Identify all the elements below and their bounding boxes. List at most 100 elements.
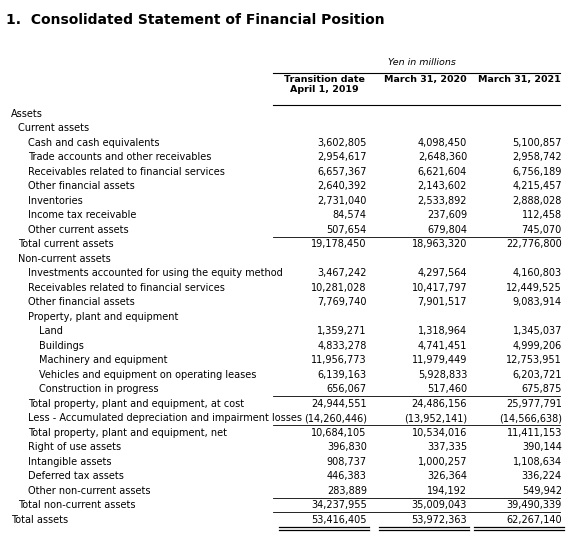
Text: 84,574: 84,574 [333, 210, 367, 220]
Text: 7,769,740: 7,769,740 [318, 298, 367, 307]
Text: Inventories: Inventories [28, 196, 83, 206]
Text: 34,237,955: 34,237,955 [311, 500, 367, 510]
Text: 11,411,153: 11,411,153 [506, 428, 562, 438]
Text: Right of use assets: Right of use assets [28, 443, 121, 452]
Text: 336,224: 336,224 [522, 471, 562, 481]
Text: 25,977,791: 25,977,791 [506, 399, 562, 409]
Text: (14,566,638): (14,566,638) [499, 413, 562, 423]
Text: 679,804: 679,804 [427, 225, 467, 235]
Text: 19,178,450: 19,178,450 [311, 239, 367, 250]
Text: 39,490,339: 39,490,339 [506, 500, 562, 510]
Text: 10,534,016: 10,534,016 [412, 428, 467, 438]
Text: (13,952,141): (13,952,141) [404, 413, 467, 423]
Text: Transition date
April 1, 2019: Transition date April 1, 2019 [284, 75, 365, 94]
Text: Vehicles and equipment on operating leases: Vehicles and equipment on operating leas… [39, 370, 257, 380]
Text: Investments accounted for using the equity method: Investments accounted for using the equi… [28, 268, 283, 278]
Text: 337,335: 337,335 [427, 443, 467, 452]
Text: 4,999,206: 4,999,206 [513, 341, 562, 351]
Text: Total current assets: Total current assets [18, 239, 113, 250]
Text: 53,416,405: 53,416,405 [311, 515, 367, 525]
Text: 18,963,320: 18,963,320 [412, 239, 467, 250]
Text: 283,889: 283,889 [327, 486, 367, 496]
Text: 2,731,040: 2,731,040 [318, 196, 367, 206]
Text: 2,958,742: 2,958,742 [512, 153, 562, 162]
Text: 745,070: 745,070 [522, 225, 562, 235]
Text: 10,684,105: 10,684,105 [311, 428, 367, 438]
Text: Receivables related to financial services: Receivables related to financial service… [28, 167, 225, 177]
Text: 6,756,189: 6,756,189 [513, 167, 562, 177]
Text: 5,928,833: 5,928,833 [418, 370, 467, 380]
Text: 4,741,451: 4,741,451 [418, 341, 467, 351]
Text: Construction in progress: Construction in progress [39, 384, 159, 395]
Text: 62,267,140: 62,267,140 [506, 515, 562, 525]
Text: 35,009,043: 35,009,043 [412, 500, 467, 510]
Text: 3,602,805: 3,602,805 [318, 138, 367, 148]
Text: 237,609: 237,609 [427, 210, 467, 220]
Text: (14,260,446): (14,260,446) [304, 413, 367, 423]
Text: 2,640,392: 2,640,392 [318, 181, 367, 191]
Text: 22,776,800: 22,776,800 [506, 239, 562, 250]
Text: 1,108,634: 1,108,634 [513, 457, 562, 467]
Text: 53,972,363: 53,972,363 [411, 515, 467, 525]
Text: 3,467,242: 3,467,242 [318, 268, 367, 278]
Text: 12,449,525: 12,449,525 [506, 283, 562, 293]
Text: 908,737: 908,737 [327, 457, 367, 467]
Text: Less - Accumulated depreciation and impairment losses: Less - Accumulated depreciation and impa… [28, 413, 302, 423]
Text: Receivables related to financial services: Receivables related to financial service… [28, 283, 225, 293]
Text: Current assets: Current assets [18, 123, 89, 133]
Text: 446,383: 446,383 [327, 471, 367, 481]
Text: 4,215,457: 4,215,457 [512, 181, 562, 191]
Text: 5,100,857: 5,100,857 [512, 138, 562, 148]
Text: Machinery and equipment: Machinery and equipment [39, 355, 167, 365]
Text: 7,901,517: 7,901,517 [418, 298, 467, 307]
Text: Total property, plant and equipment, net: Total property, plant and equipment, net [28, 428, 227, 438]
Text: Buildings: Buildings [39, 341, 84, 351]
Text: Income tax receivable: Income tax receivable [28, 210, 136, 220]
Text: 12,753,951: 12,753,951 [506, 355, 562, 365]
Text: Yen in millions: Yen in millions [388, 58, 456, 67]
Text: 390,144: 390,144 [522, 443, 562, 452]
Text: 2,533,892: 2,533,892 [418, 196, 467, 206]
Text: 112,458: 112,458 [522, 210, 562, 220]
Text: 6,139,163: 6,139,163 [318, 370, 367, 380]
Text: 2,143,602: 2,143,602 [418, 181, 467, 191]
Text: 194,192: 194,192 [427, 486, 467, 496]
Text: 6,621,604: 6,621,604 [418, 167, 467, 177]
Text: 11,956,773: 11,956,773 [311, 355, 367, 365]
Text: 10,281,028: 10,281,028 [311, 283, 367, 293]
Text: Total assets: Total assets [11, 515, 68, 525]
Text: Other current assets: Other current assets [28, 225, 129, 235]
Text: 326,364: 326,364 [427, 471, 467, 481]
Text: 675,875: 675,875 [521, 384, 562, 395]
Text: Non-current assets: Non-current assets [18, 254, 110, 264]
Text: 1,318,964: 1,318,964 [418, 326, 467, 336]
Text: 24,486,156: 24,486,156 [411, 399, 467, 409]
Text: 1,000,257: 1,000,257 [418, 457, 467, 467]
Text: Other financial assets: Other financial assets [28, 181, 135, 191]
Text: 10,417,797: 10,417,797 [411, 283, 467, 293]
Text: Intangible assets: Intangible assets [28, 457, 112, 467]
Text: Property, plant and equipment: Property, plant and equipment [28, 312, 178, 322]
Text: March 31, 2021: March 31, 2021 [479, 75, 561, 84]
Text: 11,979,449: 11,979,449 [412, 355, 467, 365]
Text: 549,942: 549,942 [522, 486, 562, 496]
Text: 6,203,721: 6,203,721 [512, 370, 562, 380]
Text: 517,460: 517,460 [427, 384, 467, 395]
Text: Assets: Assets [11, 109, 43, 119]
Text: 4,297,564: 4,297,564 [418, 268, 467, 278]
Text: Cash and cash equivalents: Cash and cash equivalents [28, 138, 159, 148]
Text: 656,067: 656,067 [327, 384, 367, 395]
Text: Land: Land [39, 326, 63, 336]
Text: 4,160,803: 4,160,803 [513, 268, 562, 278]
Text: 24,944,551: 24,944,551 [311, 399, 367, 409]
Text: 4,833,278: 4,833,278 [318, 341, 367, 351]
Text: Total non-current assets: Total non-current assets [18, 500, 135, 510]
Text: 2,648,360: 2,648,360 [418, 153, 467, 162]
Text: 2,954,617: 2,954,617 [318, 153, 367, 162]
Text: Other non-current assets: Other non-current assets [28, 486, 150, 496]
Text: 6,657,367: 6,657,367 [318, 167, 367, 177]
Text: Other financial assets: Other financial assets [28, 298, 135, 307]
Text: 396,830: 396,830 [327, 443, 367, 452]
Text: 1,359,271: 1,359,271 [318, 326, 367, 336]
Text: March 31, 2020: March 31, 2020 [384, 75, 467, 84]
